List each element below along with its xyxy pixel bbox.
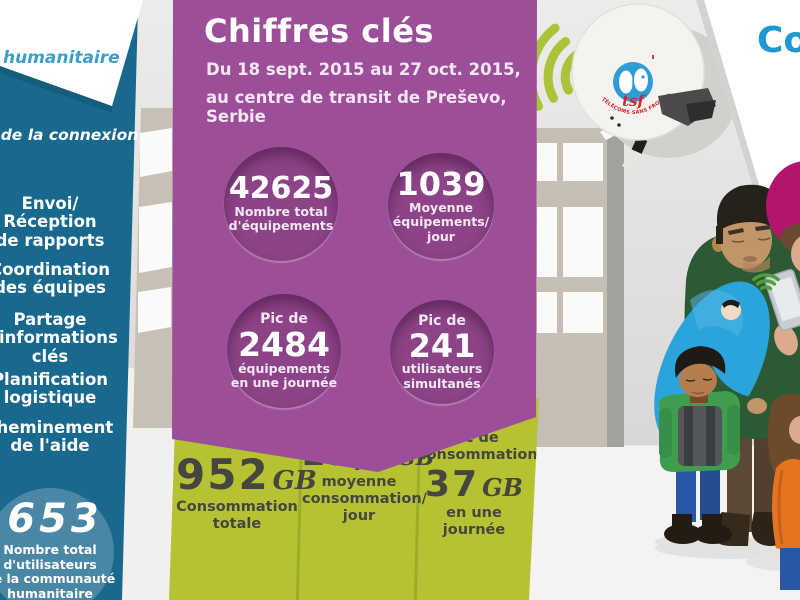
stat-label: équipements/ <box>392 214 490 230</box>
line: cheminement <box>0 418 114 437</box>
stat-label: équipements <box>238 360 330 376</box>
subtitle-line: au centre de transit de Preševo, <box>206 88 507 107</box>
boy-figure <box>659 346 741 544</box>
stat-value: 2484 <box>238 325 330 365</box>
sidebar-item-envoi-reception: Envoi/ Réception de rapports <box>0 194 140 250</box>
tsf-apostrophe: ' <box>651 52 656 70</box>
line: de rapports <box>0 230 105 250</box>
sidebar-item-coordination: Coordination des équipes <box>0 260 140 298</box>
key-figures-panel: Chiffres clés Du 18 sept. 2015 au 27 oct… <box>172 0 537 472</box>
dish-feed-arm <box>610 88 716 127</box>
sidebar-stat-circle <box>0 488 114 600</box>
building-right <box>534 128 624 447</box>
sidebar-item-partage: Partage d'informations clés <box>0 310 140 366</box>
line: de l'aide <box>10 436 90 456</box>
top-right-partial-title: Co <box>757 20 800 61</box>
smartphone <box>764 269 800 331</box>
line: Partage <box>13 310 87 329</box>
sidebar-stat-label: Nombre total d'utilisateurs de la commun… <box>0 542 133 600</box>
line: d'utilisateurs <box>3 556 97 572</box>
stat-label: simultanés <box>403 375 481 391</box>
line: Envoi/ <box>21 194 79 213</box>
stat-peak-equipment: Pic de 2484 équipements en une journée <box>227 294 341 408</box>
stat-prefix: Pic de <box>260 311 308 328</box>
value: 952 <box>176 450 270 499</box>
tagline-humanitaire: humanitaire <box>3 48 120 68</box>
phone-wifi-icon <box>752 273 780 291</box>
stat-prefix: Pic de <box>418 312 466 329</box>
stat-total-equipment: 42625 Nombre total d'équipements <box>224 147 338 261</box>
line: clés <box>31 346 69 366</box>
tsf-initials: tsf <box>622 92 646 110</box>
sidebar-panel <box>0 0 143 600</box>
page-title: Chiffres clés <box>204 12 434 50</box>
label-line: en une journée <box>442 505 506 539</box>
label-line: consommation <box>418 447 538 464</box>
line: des équipes <box>0 278 106 298</box>
consumption-total-column: 952 GB Consommation totale <box>176 450 317 533</box>
stat-value: 42625 <box>228 171 334 207</box>
sidebar-item-acheminement: cheminement de l'aide <box>0 418 140 456</box>
stat-peak-users: Pic de 241 utilisateurs simultanés <box>390 300 494 404</box>
subtitle-line: Du 18 sept. 2015 au 27 oct. 2015, <box>206 60 521 79</box>
line: humanitaire <box>7 585 93 600</box>
sidebar-section-title: ge de la connexion <box>0 126 139 144</box>
top-left-wedge <box>0 0 143 106</box>
line: de la communauté <box>0 571 116 586</box>
sidebar-item-planification: Planification logistique <box>0 370 140 408</box>
label-line: Consommation <box>176 499 298 515</box>
stat-label: en une journée <box>230 375 338 391</box>
stat-label: d'équipements <box>228 218 334 234</box>
stat-label: Nombre total <box>234 203 328 219</box>
line: Nombre total <box>3 542 97 557</box>
woman-figure <box>752 161 800 356</box>
line: Réception <box>3 212 97 232</box>
label-line: moyenne <box>321 474 397 490</box>
label-line: totale <box>212 516 262 533</box>
stat-label: jour <box>427 228 455 244</box>
stat-label: utilisateurs <box>401 361 483 377</box>
sidebar-stat-value: 653 <box>7 496 103 542</box>
consumption-peak-value: 37 GB <box>418 464 530 505</box>
unit: GB <box>272 466 317 496</box>
label-line: consommation/ <box>302 491 427 508</box>
line: logistique <box>3 388 97 408</box>
girl-figure <box>767 394 800 590</box>
label-line: jour <box>342 508 376 525</box>
stat-label: Moyenne <box>409 199 473 215</box>
unit: GB <box>482 473 523 503</box>
line: Coordination <box>0 260 110 279</box>
line: Planification <box>0 370 109 389</box>
subtitle-line: Serbie <box>206 107 266 126</box>
consumption-total-value: 952 GB <box>176 450 317 499</box>
stat-average-equipment: 1039 Moyenne équipements/ jour <box>388 153 494 259</box>
line: d'informations <box>0 328 118 348</box>
stat-value: 241 <box>408 326 476 365</box>
building-left <box>133 108 176 428</box>
stat-value: 1039 <box>396 165 486 204</box>
family-illustration <box>654 161 800 590</box>
value: 37 <box>425 464 480 506</box>
